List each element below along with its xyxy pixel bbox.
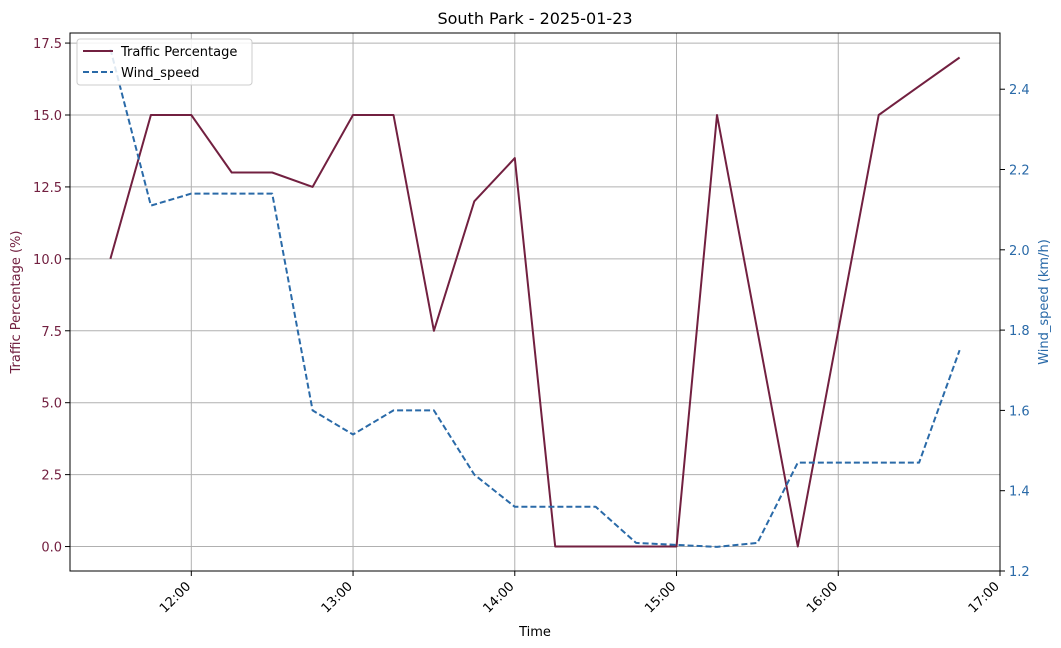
y-right-tick-label: 1.8 <box>1009 324 1030 339</box>
y-left-tick-label: 10.0 <box>33 253 62 268</box>
y-right-tick-label: 2.2 <box>1009 164 1030 179</box>
grid <box>70 33 1001 571</box>
y-left-tick-label: 0.0 <box>41 541 62 556</box>
x-axis: 12:00 13:00 14:00 15:00 16:00 17:00 <box>157 571 1003 616</box>
y-left-tick-label: 7.5 <box>41 325 62 340</box>
legend-label-wind: Wind_speed <box>121 66 199 81</box>
x-tick-label: 14:00 <box>481 579 518 616</box>
y-axis-right: 1.2 1.4 1.6 1.8 2.0 2.2 2.4 <box>1000 83 1030 580</box>
y-axis-left: 0.0 2.5 5.0 7.5 10.0 12.5 15.0 17.5 <box>33 37 70 556</box>
y-right-tick-label: 2.0 <box>1009 244 1030 259</box>
y-left-tick-label: 12.5 <box>33 181 62 196</box>
y-right-tick-label: 1.2 <box>1009 565 1030 580</box>
plot-frame <box>69 32 1001 572</box>
y-left-tick-label: 5.0 <box>41 397 62 412</box>
series-line-wind <box>109 48 961 548</box>
y-axis-right-label: Wind_speed (km/h) <box>1037 239 1052 365</box>
x-tick-label: 16:00 <box>804 579 841 616</box>
y-left-tick-label: 15.0 <box>33 109 62 124</box>
series-line-traffic <box>109 56 961 548</box>
x-tick-label: 17:00 <box>966 579 1003 616</box>
y-left-tick-label: 2.5 <box>41 469 62 484</box>
y-left-tick-label: 17.5 <box>33 37 62 52</box>
x-tick-label: 15:00 <box>642 579 679 616</box>
legend-label-traffic: Traffic Percentage <box>120 45 237 60</box>
y-right-tick-label: 1.6 <box>1009 404 1030 419</box>
legend-box <box>76 38 253 86</box>
chart-title: South Park - 2025-01-23 <box>437 9 632 28</box>
x-axis-label: Time <box>518 625 551 640</box>
legend: Traffic Percentage Wind_speed <box>76 38 253 86</box>
x-tick-label: 13:00 <box>319 579 356 616</box>
x-tick-label: 12:00 <box>157 579 194 616</box>
y-right-tick-label: 2.4 <box>1009 83 1030 98</box>
y-right-tick-label: 1.4 <box>1009 485 1030 500</box>
series-layer <box>109 48 961 548</box>
y-axis-left-label: Traffic Percentage (%) <box>9 231 24 375</box>
